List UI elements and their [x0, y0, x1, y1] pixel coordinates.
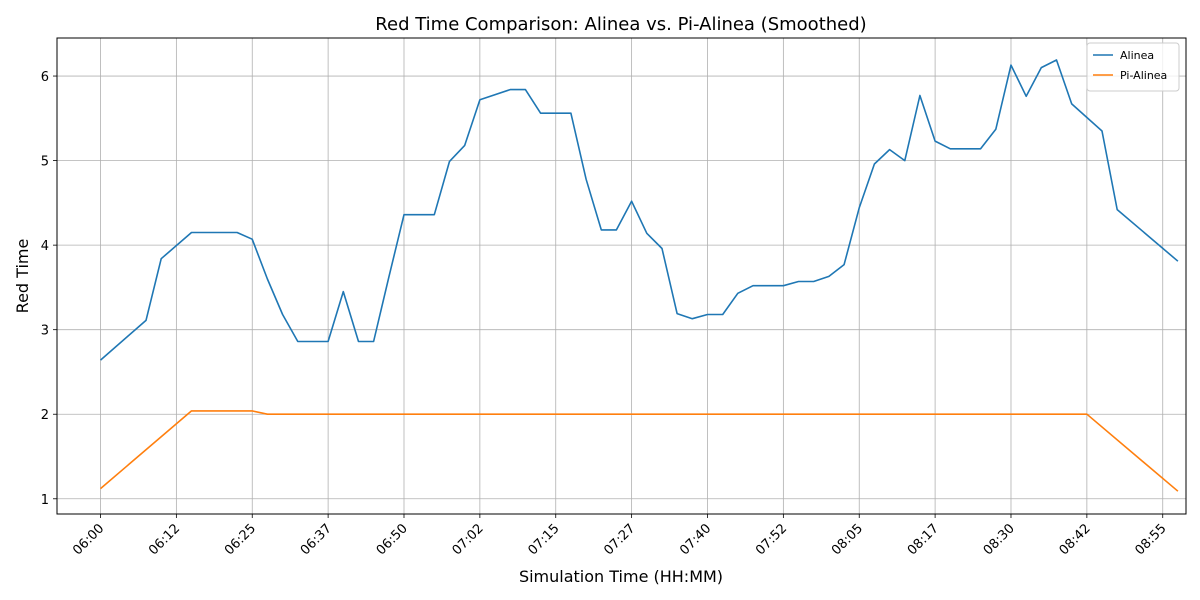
x-tick-label: 07:52 [753, 521, 790, 558]
y-tick-label: 6 [41, 70, 49, 85]
y-tick-label: 4 [41, 239, 49, 254]
x-tick-label: 06:12 [146, 521, 183, 558]
legend-label: Alinea [1120, 49, 1154, 62]
x-tick-label: 07:15 [525, 521, 562, 558]
legend-label: Pi-Alinea [1120, 69, 1167, 82]
y-axis-label: Red Time [13, 239, 32, 314]
x-tick-label: 08:30 [981, 521, 1018, 558]
chart-title: Red Time Comparison: Alinea vs. Pi-Aline… [375, 14, 866, 35]
y-tick-label: 3 [41, 324, 49, 339]
legend: Alinea Pi-Alinea [1086, 42, 1180, 92]
grid [57, 38, 1186, 514]
x-tick-label: 08:05 [829, 521, 866, 558]
x-tick-label: 07:40 [677, 521, 714, 558]
x-tick-label: 06:37 [298, 521, 335, 558]
series-line-alinea [99, 59, 1179, 361]
series-line-pi-alinea [99, 410, 1179, 492]
x-tick-label: 06:00 [70, 521, 107, 558]
x-tick-label: 08:42 [1057, 521, 1094, 558]
x-tick-label: 08:55 [1132, 521, 1169, 558]
x-tick-label: 07:27 [601, 521, 638, 558]
y-tick-label: 1 [41, 493, 49, 508]
x-axis-label: Simulation Time (HH:MM) [519, 567, 723, 586]
plot-frame [56, 37, 1187, 515]
x-tick-label: 08:17 [905, 521, 942, 558]
x-tick-label: 06:50 [374, 521, 411, 558]
series-lines [99, 59, 1179, 492]
x-tick-label: 07:02 [450, 521, 487, 558]
x-tick-label: 06:25 [222, 521, 259, 558]
y-tick-label: 5 [41, 155, 49, 170]
y-tick-label: 2 [41, 408, 49, 423]
axis-ticks: 1 2 3 4 5 6 06:00 06:12 06:25 06:37 06:50 07:02 07:1… [41, 70, 1170, 558]
